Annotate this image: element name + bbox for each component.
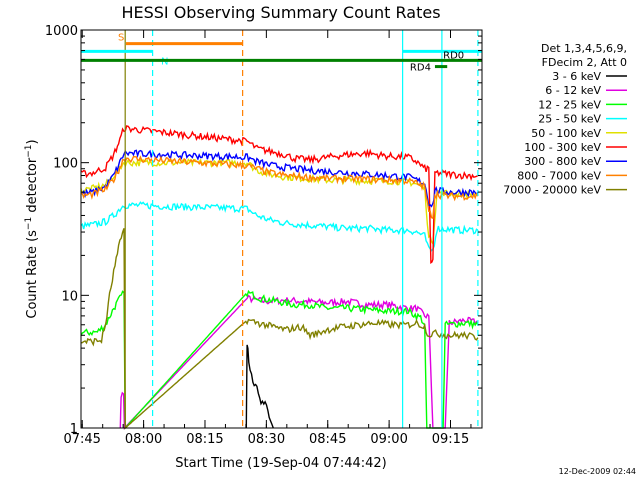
series-line-6-12-kev-seg0: [119, 294, 479, 430]
legend: Det 1,3,4,5,6,9, FDecim 2, Att 0 3 - 6 k…: [503, 42, 627, 197]
flag-label-rd4: RD4: [410, 63, 431, 74]
legend-label-50-100-kev: 50 - 100 keV: [531, 127, 601, 140]
legend-label-3-6-kev: 3 - 6 keV: [552, 70, 601, 83]
y-axis-label-exp1: −1: [24, 217, 34, 230]
y-tick-label-10: 10: [61, 289, 78, 304]
series-line-100-300-kev-seg0: [80, 125, 479, 265]
x-tick-label-08-30: 08:30: [248, 432, 285, 447]
legend-label-800-7000-kev: 800 - 7000 keV: [517, 169, 601, 182]
x-tick-label-09-15: 09:15: [432, 432, 469, 447]
legend-label-25-50-kev: 25 - 50 keV: [538, 113, 601, 126]
axis-group: 07:45 08:00 08:15 08:30 08:45 09:00 09:15 1 10 10…: [45, 24, 482, 447]
flag-label-s: S: [118, 33, 124, 44]
series-line-800-7000-kev-seg0: [80, 155, 479, 220]
series-line-300-800-kev-seg0: [80, 149, 479, 208]
series-line-25-50-kev-seg0: [80, 201, 479, 252]
series-line-3-6-kev-seg0: [245, 344, 274, 429]
y-tick-label-100: 100: [53, 157, 78, 172]
series-line-12-25-kev-seg0: [80, 289, 479, 430]
legend-label-100-300-kev: 100 - 300 keV: [524, 141, 601, 154]
legend-label-12-25-kev: 12 - 25 keV: [538, 98, 601, 111]
x-tick-label-09-00: 09:00: [370, 432, 407, 447]
series-line-7000-20000-kev-seg0: [80, 228, 479, 430]
legend-label-7000-20000-kev: 7000 - 20000 keV: [503, 184, 601, 197]
legend-label-6-12-kev: 6 - 12 keV: [545, 84, 601, 97]
legend-header-decimation: FDecim 2, Att 0: [542, 56, 627, 69]
series-line-50-100-kev-seg0: [80, 157, 479, 246]
y-tick-label-1000: 1000: [45, 24, 78, 39]
x-tick-label-08-45: 08:45: [309, 432, 346, 447]
x-tick-label-08-00: 08:00: [125, 432, 162, 447]
legend-header-detectors: Det 1,3,4,5,6,9,: [541, 42, 627, 55]
y-axis-label: Count Rate (s−1 detector−1): [24, 139, 40, 318]
x-axis-label: Start Time (19-Sep-04 07:44:42): [175, 456, 386, 471]
y-tick-label-1: 1: [70, 422, 78, 437]
generation-timestamp: 12-Dec-2009 02:44: [559, 467, 636, 476]
annotation-group: SNRD4RD0: [81, 30, 482, 428]
flag-label-rd0: RD0: [443, 50, 464, 61]
y-axis-label-main: Count Rate (s: [25, 230, 40, 319]
legend-label-300-800-kev: 300 - 800 keV: [524, 155, 601, 168]
x-tick-label-08-15: 08:15: [186, 432, 223, 447]
plot-frame: [80, 29, 483, 429]
y-axis-label-mid: detector: [25, 157, 40, 217]
y-axis-label-exp2: −1: [24, 144, 34, 157]
x-tick-label-07-45: 07:45: [63, 432, 100, 447]
plot-series-group: [80, 125, 479, 430]
chart-title: HESSI Observing Summary Count Rates: [121, 3, 440, 22]
y-axis-label-end: ): [25, 139, 40, 144]
